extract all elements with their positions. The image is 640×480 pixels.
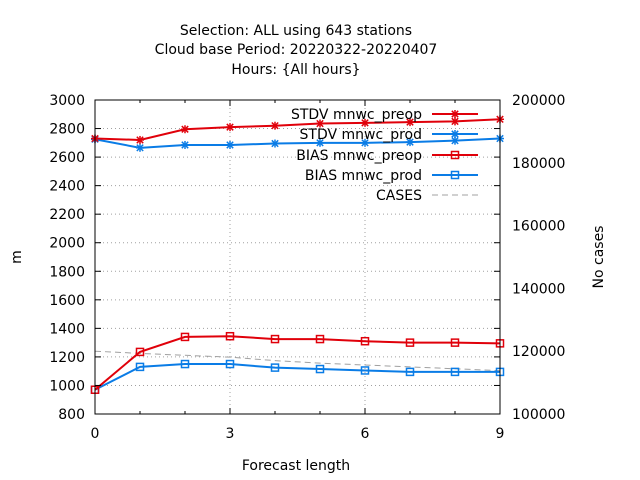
data-point	[451, 117, 459, 126]
legend-item: BIAS mnwc_prod	[305, 168, 478, 184]
x-axis-label: Forecast length	[242, 458, 350, 474]
series-cases	[94, 350, 501, 372]
chart-title-line-2: Cloud base Period: 20220322-20220407	[155, 42, 438, 58]
y-tick-label: 1000	[49, 378, 85, 394]
chart-title-line-3: Hours: {All hours}	[231, 62, 360, 78]
data-point	[226, 123, 234, 132]
data-point	[270, 363, 280, 372]
x-tick-label: 0	[91, 426, 100, 442]
series-line	[94, 350, 501, 372]
legend-marker	[450, 150, 460, 160]
y2-axis-ticks: 100000 120000 140000 160000 180000 200000	[512, 93, 565, 423]
data-point	[225, 331, 235, 341]
y-axis-label: m	[9, 250, 25, 264]
data-point	[135, 347, 145, 357]
series-stdv-mnwc_prod	[91, 134, 504, 152]
data-point	[270, 334, 280, 344]
legend-label: CASES	[376, 188, 422, 204]
data-point	[451, 136, 459, 145]
series-layer	[90, 115, 505, 394]
legend-item: STDV mnwc_preop	[291, 107, 478, 123]
y-tick-label: 800	[58, 407, 85, 423]
series-line	[94, 363, 500, 391]
legend-label: STDV mnwc_preop	[291, 107, 422, 123]
data-point	[405, 338, 415, 347]
y2-tick-label: 140000	[512, 281, 565, 297]
y-tick-label: 2000	[49, 236, 85, 252]
data-point	[225, 359, 235, 369]
chart-title-line-1: Selection: ALL using 643 stations	[180, 23, 412, 39]
y2-tick-label: 200000	[512, 93, 565, 109]
y2-tick-label: 160000	[512, 219, 565, 235]
data-point	[361, 118, 369, 127]
data-point	[360, 336, 370, 346]
legend-label: STDV mnwc_prod	[300, 127, 422, 143]
series-line	[94, 118, 501, 141]
chart-title: Selection: ALL using 643 stations Cloud …	[155, 23, 438, 78]
y-tick-label: 1800	[49, 264, 85, 280]
data-point	[450, 367, 460, 377]
data-point	[316, 138, 324, 147]
series-stdv-mnwc_preop	[91, 115, 504, 144]
legend-item: BIAS mnwc_preop	[296, 148, 478, 164]
data-point	[450, 338, 460, 347]
legend-marker	[450, 170, 460, 180]
data-point	[315, 334, 325, 344]
data-point	[315, 364, 325, 374]
data-point	[180, 332, 190, 342]
y-tick-label: 2800	[49, 122, 85, 138]
y2-tick-label: 180000	[512, 156, 565, 172]
data-point	[135, 362, 145, 372]
y-tick-label: 2400	[49, 179, 85, 195]
series-bias-mnwc_prod	[90, 359, 505, 394]
y-tick-label: 2600	[49, 150, 85, 166]
y-tick-label: 1400	[49, 321, 85, 337]
y2-tick-label: 120000	[512, 344, 565, 360]
data-point	[360, 366, 370, 375]
data-point	[316, 119, 324, 128]
legend-item: STDV mnwc_prod	[300, 127, 478, 143]
data-point	[181, 140, 189, 149]
legend-label: BIAS mnwc_prod	[305, 168, 422, 184]
data-point	[361, 138, 369, 147]
x-tick-label: 3	[226, 426, 235, 442]
series-line	[94, 137, 501, 149]
data-point	[136, 143, 144, 152]
series-bias-mnwc_preop	[90, 331, 505, 394]
data-point	[271, 121, 279, 130]
y-tick-label: 1200	[49, 350, 85, 366]
legend: STDV mnwc_preop STDV mnwc_prod BIAS mnwc_p…	[291, 107, 478, 204]
y2-axis-label: No cases	[591, 226, 607, 289]
y2-tick-label: 100000	[512, 407, 565, 423]
x-tick-label: 9	[496, 426, 505, 442]
legend-label: BIAS mnwc_preop	[296, 148, 422, 164]
x-tick-label: 6	[361, 426, 370, 442]
y-tick-label: 3000	[49, 93, 85, 109]
data-point	[271, 139, 279, 148]
y-axis-ticks: 800 1000 1200 1400 1600 1800 2000 2200 2400 2600 2…	[49, 93, 500, 423]
legend-item: CASES	[376, 188, 478, 204]
legend-marker	[451, 110, 459, 118]
series-line	[94, 335, 501, 391]
data-point	[405, 367, 415, 377]
data-point	[181, 125, 189, 134]
y-tick-label: 1600	[49, 293, 85, 309]
data-point	[226, 140, 234, 149]
data-point	[406, 138, 414, 147]
data-point	[180, 359, 190, 369]
y-tick-label: 2200	[49, 207, 85, 223]
data-point	[136, 135, 144, 144]
data-point	[406, 118, 414, 127]
legend-marker	[451, 130, 459, 138]
grid-lines	[95, 100, 500, 414]
plot-frame	[94, 99, 501, 415]
x-axis-ticks: 0 3 6 9	[91, 100, 505, 442]
